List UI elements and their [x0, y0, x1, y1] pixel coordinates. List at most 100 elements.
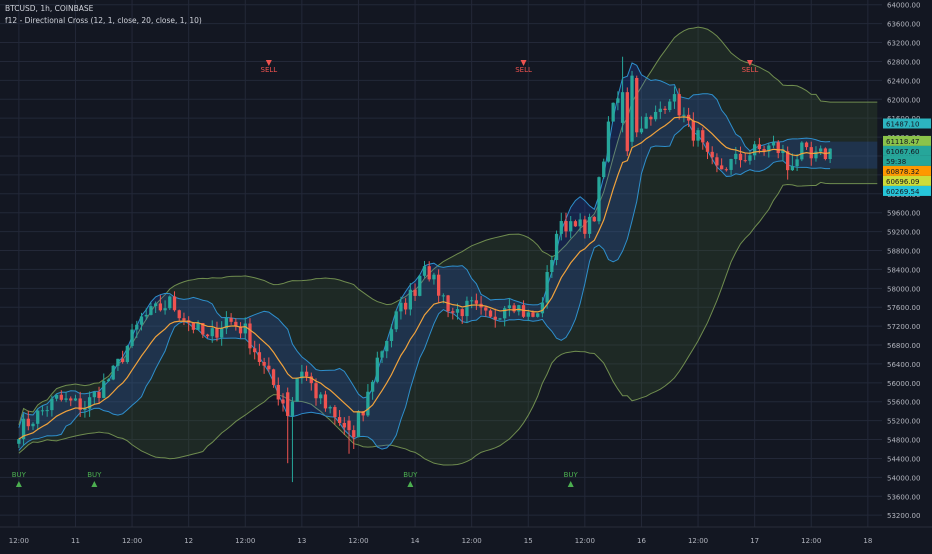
candle [819, 148, 823, 152]
candle [427, 266, 431, 280]
sell-signal-arrow [520, 60, 527, 66]
candle [144, 314, 148, 317]
candle [309, 376, 313, 384]
candle [234, 321, 238, 327]
candle [644, 116, 648, 129]
sell-signal-arrow [746, 60, 753, 66]
buy-signal-label: BUY [564, 471, 579, 479]
price-label-text: 61118.47 [886, 138, 919, 146]
x-tick-label: 15 [524, 537, 533, 545]
candle [267, 365, 271, 370]
candle [743, 160, 747, 162]
candle [790, 166, 795, 171]
candle [418, 275, 422, 296]
candle [177, 310, 181, 319]
buy-signal-arrow [407, 481, 414, 487]
y-tick-label: 57600.00 [887, 304, 920, 312]
candle [130, 329, 134, 346]
candle [488, 310, 493, 317]
candle [102, 381, 106, 398]
candle [149, 306, 153, 315]
candle [361, 411, 365, 416]
candle [554, 233, 559, 260]
candle [210, 328, 214, 337]
candle [465, 300, 469, 317]
candle [705, 142, 710, 152]
candle [507, 305, 512, 309]
x-tick-label: 12:00 [462, 537, 482, 545]
candle [342, 422, 346, 428]
candle [54, 394, 59, 399]
candle [771, 142, 776, 146]
x-tick-label: 16 [637, 537, 646, 545]
candle [550, 259, 554, 272]
outer-band-fill [18, 27, 878, 466]
x-axis-background [0, 527, 932, 550]
candles [17, 56, 832, 483]
candle [394, 311, 398, 330]
candle [276, 384, 280, 400]
candle [120, 358, 125, 363]
candle [460, 309, 464, 317]
x-tick-label: 12 [184, 537, 193, 545]
candle [602, 161, 606, 178]
candle [616, 98, 620, 103]
candle [526, 312, 530, 317]
candle [413, 289, 417, 296]
y-tick-label: 57200.00 [887, 323, 920, 331]
candle [658, 108, 662, 112]
price-label-text: 61067.60 [886, 148, 919, 156]
price-label-box [883, 118, 931, 129]
candle [724, 169, 729, 171]
candle [625, 92, 629, 152]
candle [352, 430, 356, 438]
price-label-box [883, 145, 931, 156]
candle [300, 371, 304, 379]
candle [691, 120, 695, 141]
candle [380, 351, 384, 358]
candle [399, 302, 403, 312]
candle [762, 149, 766, 152]
y-tick-label: 62400.00 [887, 77, 920, 85]
candle [290, 401, 295, 416]
y-tick-label: 56400.00 [887, 361, 920, 369]
candle [333, 407, 337, 418]
candle [253, 348, 257, 353]
x-tick-label: 12:00 [688, 537, 708, 545]
candle [73, 398, 78, 401]
price-label-box [883, 135, 931, 146]
x-tick-label: 12:00 [235, 537, 255, 545]
y-tick-label: 54000.00 [887, 474, 920, 482]
candle [474, 300, 479, 304]
y-tick-label: 55600.00 [887, 399, 920, 407]
candle [337, 417, 342, 423]
candle [248, 323, 252, 349]
price-label-text: 60696.09 [886, 178, 919, 186]
x-tick-label: 12:00 [801, 537, 821, 545]
candle [314, 383, 318, 399]
price-label-text: 61487.10 [886, 120, 919, 128]
candle [804, 142, 809, 148]
candle [163, 308, 167, 311]
candle [564, 220, 568, 232]
price-label-text: 60269.54 [886, 188, 920, 196]
candle [191, 322, 196, 330]
candle [649, 116, 653, 120]
candle [795, 159, 799, 167]
candle [50, 398, 54, 411]
sell-signal-label: SELL [515, 66, 532, 74]
candle [767, 145, 771, 152]
candle [436, 274, 441, 296]
candle [757, 144, 762, 150]
candle [92, 391, 96, 398]
candle [196, 322, 200, 330]
outer-band-lower [18, 181, 878, 466]
sell-signal-label: SELL [742, 66, 759, 74]
candle [111, 365, 115, 380]
candle [569, 221, 573, 232]
candle [729, 158, 733, 170]
buy-signal-label: BUY [403, 471, 418, 479]
candle [573, 221, 578, 227]
